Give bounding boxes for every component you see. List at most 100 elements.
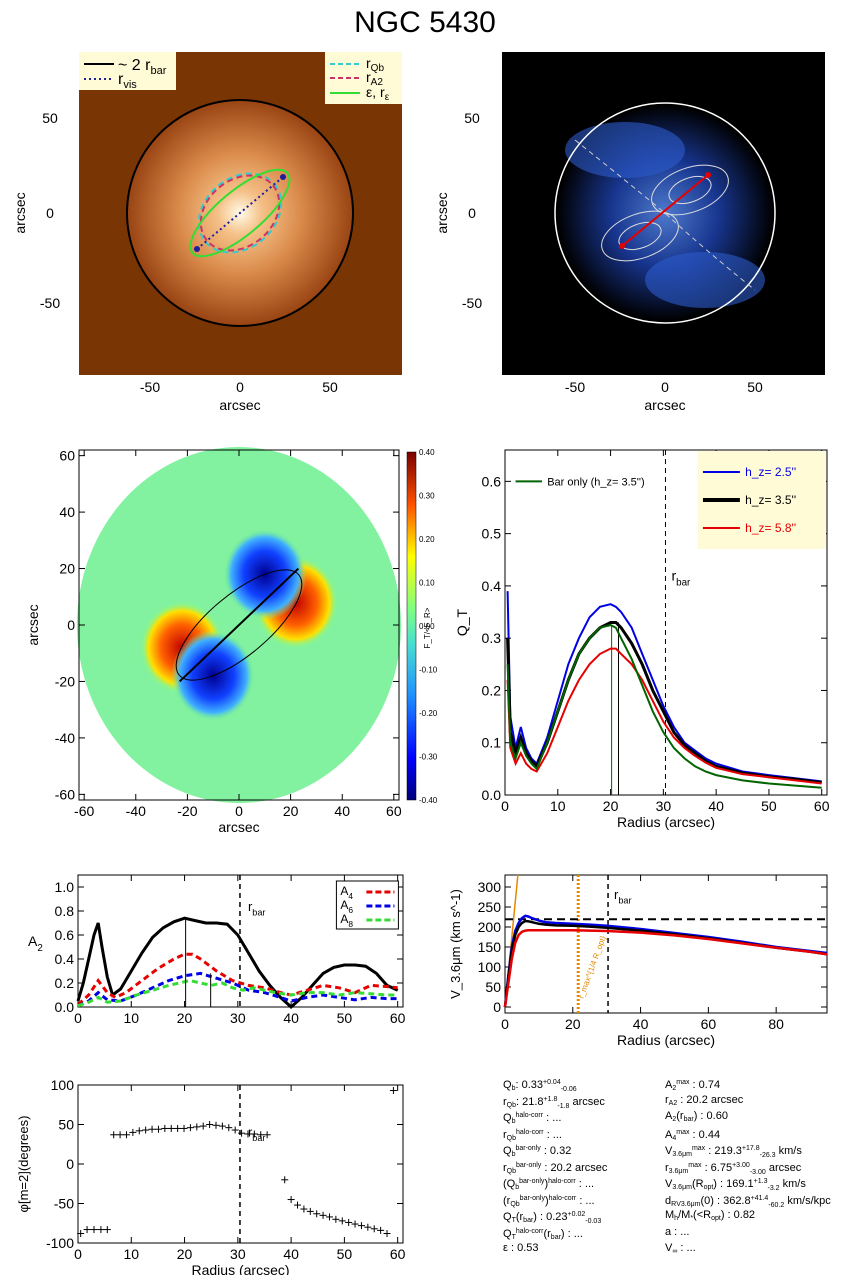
phase-profile-xtick-label: 0 — [74, 1246, 82, 1262]
qt-map-xlabel: arcsec — [218, 819, 259, 835]
rotation-curve-xtick-label: 80 — [768, 1016, 784, 1032]
qt-map-colorbar-tick: -0.10 — [419, 666, 438, 675]
phase-profile-ytick-label: 0 — [66, 1156, 74, 1172]
parameter-part: Q — [503, 1227, 512, 1240]
parameter-part: V — [665, 1242, 673, 1254]
parameter-part: A — [665, 1079, 673, 1091]
r-a2-ellipse — [199, 174, 281, 252]
parameter-part: ) : ... — [560, 1227, 583, 1240]
qt-profile-xtick-label: 30 — [656, 798, 672, 814]
qt-profile-xtick-label: 0 — [501, 798, 509, 814]
parameter-part: ) : 169.1 — [713, 1178, 754, 1190]
phase-profile-rbar-label: rbar — [248, 1124, 266, 1143]
parameter-part: ) : 0.23 — [533, 1211, 568, 1223]
phase-profile-ylabel: φ[m=2](degrees) — [16, 1116, 31, 1213]
phase-profile-point — [325, 1213, 333, 1221]
nir-xtick: 0 — [236, 379, 244, 395]
a2-profile-legend-label: A8 — [340, 912, 353, 929]
rotation-curve-ytick-label: 250 — [478, 899, 502, 915]
parameter-part: bar-only — [519, 1194, 545, 1202]
parameter-part: +1.8 — [543, 1095, 558, 1103]
parameter-part: Qb — [510, 1200, 520, 1208]
qt-profile-legend-label: h_z= 2.5'' — [745, 465, 796, 479]
parameter-part: bar-only — [516, 1161, 542, 1169]
rotation-curve-ytick-label: 150 — [478, 939, 502, 955]
qt-profile-legend-label: h_z= 5.8'' — [745, 521, 796, 535]
a2-profile-xtick-label: 50 — [337, 1010, 353, 1026]
parameter-part: (Q — [503, 1178, 516, 1190]
qt-map-colorbar-tick: 0.40 — [419, 448, 435, 457]
phase-profile-point — [281, 1176, 289, 1184]
qt-map-colorbar-tick: 0.20 — [419, 535, 435, 544]
parameter-line: dRV3.6μm(0) : 362.8+41.4-60.2 km/s/kpc — [665, 1191, 831, 1209]
a2-profile-legend-label: A4 — [340, 884, 353, 901]
nir-ytick: 50 — [42, 110, 58, 126]
qt-map-bar-ellipse — [175, 569, 303, 681]
qt-profile-plot: 0 10 20 30 40 50 60 0.0 0.1 0.2 0.3 0.4 0.5 0.6 Radius… — [454, 449, 830, 830]
phase-profile-point — [364, 1223, 372, 1231]
phase-profile-point — [287, 1196, 295, 1204]
phase-profile-point — [332, 1215, 340, 1223]
panel-qt-profile: 0 10 20 30 40 50 60 0.0 0.1 0.2 0.3 0.4 0.5 0.6 Radius… — [454, 449, 830, 830]
parameter-line: (Qbbar-only)halo-corr : ... — [503, 1174, 607, 1191]
qt-map-ylabel: arcsec — [25, 604, 41, 645]
parameter-part: 2 — [672, 1116, 677, 1123]
phase-profile-point — [97, 1226, 105, 1234]
a2-profile-plot: 0 10 20 30 40 50 600.00.20.40.60.81.0A2rbarA4A… — [28, 874, 406, 1026]
qt-profile-xtick-label: 10 — [550, 798, 566, 814]
a2-profile-ytick-label: 0.4 — [55, 951, 75, 967]
parameter-part: max — [676, 1128, 690, 1136]
parameter-part: bar — [683, 1116, 694, 1123]
nir-ylabel: arcsec — [12, 192, 28, 233]
qt-map-colorbar-tick: -0.20 — [419, 709, 438, 718]
parameter-part: arcsec — [569, 1095, 605, 1108]
velocity-contour-dashed — [574, 139, 756, 291]
phase-profile-ytick-label: 50 — [58, 1117, 74, 1133]
phase-profile-point — [306, 1207, 314, 1215]
parameter-part: R — [671, 1200, 677, 1208]
parameter-part: Qb — [506, 1101, 517, 1109]
phase-profile-point — [186, 1124, 194, 1132]
parameter-part: : 0.74 — [689, 1079, 721, 1091]
parameter-part: T — [511, 1217, 516, 1224]
parameter-part: +41.4 — [750, 1194, 769, 1202]
qt-map-ytick-label: -20 — [55, 673, 75, 689]
parameter-part: ) — [544, 1194, 549, 1207]
parameter-line: Mh/M*(<Ropt) : 0.82 — [665, 1207, 831, 1224]
qt-map-ytick-label: 0 — [67, 617, 75, 633]
qt-map-xtick-label: -20 — [177, 803, 197, 819]
parameter-part: max — [676, 1079, 690, 1086]
parameter-line: QT(rbar) : 0.23+0.02-0.03 — [503, 1207, 607, 1225]
parameter-line: Qbhalo-corr : ... — [503, 1108, 607, 1125]
velocity-contour — [651, 164, 729, 216]
velocity-xtick: 0 — [661, 379, 669, 395]
phase-profile-point — [294, 1201, 302, 1209]
a2-profile-series-line — [76, 916, 399, 1010]
rotation-curve-ytick-label: 100 — [478, 959, 502, 975]
panel-velocity-image: -50 0 50 50 0 -50 arcsec arcsec — [434, 52, 825, 413]
phase-profile-point — [180, 1124, 188, 1132]
parameter-part: (r — [515, 1211, 524, 1223]
qt-profile-ytick-label: 0.2 — [482, 682, 502, 698]
parameter-part: r — [503, 1128, 507, 1141]
rotation-curve-plot: 0 20 40 60 80 300 250 200 150 100 50 0 Radius (arcse… — [448, 874, 828, 1048]
legend-left-box — [79, 52, 176, 90]
parameter-part: (R — [691, 1178, 704, 1190]
rotation-curve-series-line — [503, 928, 828, 1008]
parameter-part: : 20.2 arcsec — [541, 1161, 608, 1174]
parameter-part: : ... — [677, 1242, 696, 1254]
parameter-part: -0.06 — [560, 1086, 577, 1093]
bar-end-marker — [280, 174, 286, 180]
parameter-line: a : ... — [665, 1224, 831, 1241]
parameter-part: Q — [503, 1079, 512, 1091]
phase-profile-point — [129, 1128, 137, 1136]
parameter-part: -3.00 — [749, 1168, 766, 1176]
rotation-curve-xlabel: Radius (arcsec) — [617, 1032, 715, 1048]
parameter-line: rA2 : 20.2 arcsec — [665, 1092, 831, 1109]
r-vis-line — [196, 176, 284, 250]
parameter-part: r — [665, 1161, 669, 1174]
phase-profile-point — [263, 1131, 271, 1139]
velocity-xtick: -50 — [565, 379, 585, 395]
qt-map-xtick-label: 0 — [235, 803, 243, 819]
phase-profile-point — [161, 1124, 169, 1132]
